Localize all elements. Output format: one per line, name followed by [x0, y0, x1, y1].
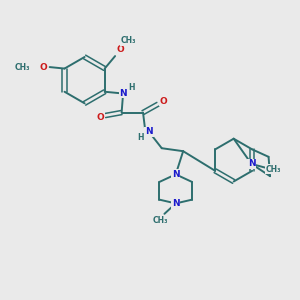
Text: N: N	[119, 89, 127, 98]
Text: O: O	[96, 112, 104, 122]
Text: H: H	[137, 133, 143, 142]
Text: H: H	[128, 83, 135, 92]
Text: O: O	[117, 45, 124, 54]
Text: O: O	[159, 97, 167, 106]
Text: CH₃: CH₃	[15, 63, 30, 72]
Text: CH₃: CH₃	[153, 216, 169, 225]
Text: O: O	[39, 63, 47, 72]
Text: N: N	[172, 199, 179, 208]
Text: N: N	[145, 128, 153, 136]
Text: CH₃: CH₃	[121, 36, 136, 45]
Text: CH₃: CH₃	[265, 165, 281, 174]
Text: N: N	[248, 160, 255, 169]
Text: N: N	[172, 170, 179, 179]
